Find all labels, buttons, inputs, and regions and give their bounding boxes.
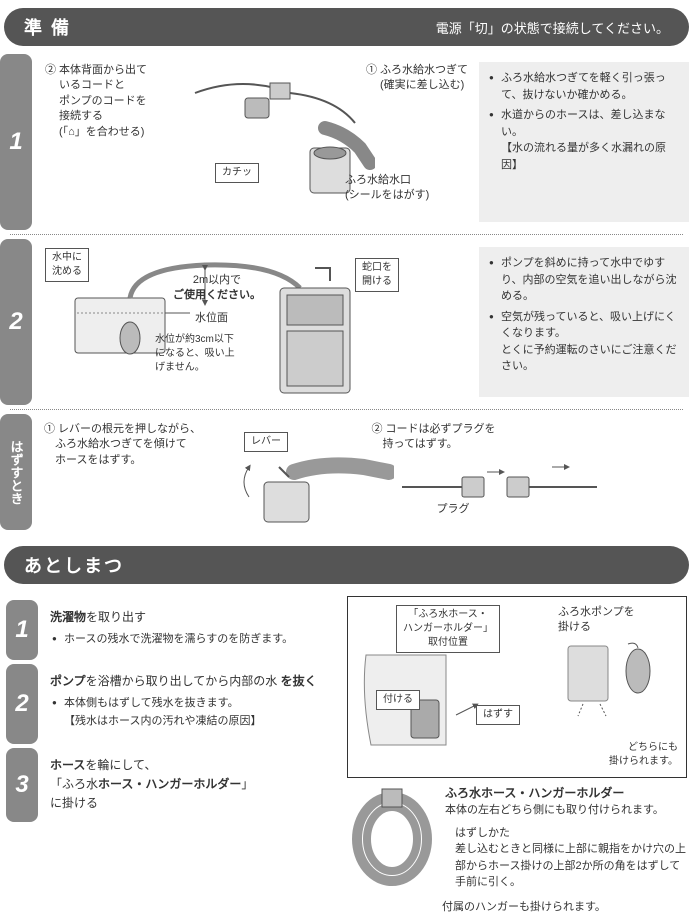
pump-hang-title: ふろ水ポンプを 掛ける [558,605,678,636]
bullet-item: ふろ水給水つぎてを軽く引っ張って、抜けないか確かめる。 [489,70,679,103]
plug-diagram-icon [402,452,602,522]
section-after-header: あとしまつ [4,546,689,584]
step-2: 2 水中に 沈める 2m以内で ご使用ください。 蛇口を 開ける [0,239,693,405]
holder-footer: 付属のハンガーも掛けられます。 [442,898,687,914]
step1-label-left: ② 本体背面から出て いるコードと ポンプのコードを 接続する (「⌂」を合わせ… [45,63,185,140]
howto-title: はずしかた [455,825,687,842]
step1-inlet-label: ふろ水給水口 (シールをはがす) [345,173,429,204]
step2-3cm-label: 水位が約3cm以下 になると、吸い上 げません。 [155,333,235,375]
remove-label: はずす [476,705,520,725]
after-2-num: 2 [6,664,38,744]
step-remove: はずすとき ① レバーの根元を押しながら、 ふろ水給水つぎてを傾けて ホースをは… [0,414,693,530]
step-1-bullets: ふろ水給水つぎてを軽く引っ張って、抜けないか確かめる。 水道からのホースは、差し… [479,62,689,222]
lever-diagram-icon [234,442,394,532]
holder-sub: 本体の左右どちら側にも取り付けられます。 [445,802,687,819]
section-prep-header: 準 備 電源「切」の状態で接続してください。 [4,8,689,46]
after-step-2: 2 ポンプを浴槽から取り出してから内部の水 を抜く 本体側もはずして残水を抜きま… [6,664,337,744]
after-step-1: 1 洗濯物を取り出す ホースの残水で洗濯物を濡らすのを防ぎます。 [6,600,337,660]
step1-label-right: ① ふろ水給水つぎて (確実に差し込む) [366,63,468,94]
after-1-num: 1 [6,600,38,660]
after-step-3: 3 ホースを輪にして、 「ふろ水ホース・ハンガーホルダー」 に掛ける [6,748,337,822]
step2-level-label: 水位面 [195,311,228,326]
after-2-title: ポンプを浴槽から取り出してから内部の水 を抜く [50,672,333,691]
remove-text-2: ② コードは必ずプラグを 持ってはずす。 [372,422,496,453]
step-1-num: 1 [0,54,32,230]
bullet-item: ポンプを斜めに持って水中でゆすり、内部の空気を追い出しながら沈める。 [489,255,679,305]
section-after-title: あとしまつ [24,552,124,578]
step1-click-label: カチッ [215,163,259,183]
after-2-bullet: 本体側もはずして残水を抜きます。 【残水はホース内の汚れや凍結の原因】 [50,695,333,730]
hose-ring-icon [347,784,437,894]
after-1-bullet: ホースの残水で洗濯物を濡らすのを防ぎます。 [50,631,333,649]
holder-figure: 「ふろ水ホース・ ハンガーホルダー」 取付位置 付ける はずす ふろ水ポンプを … [347,596,687,778]
after-3-title: ホースを輪にして、 「ふろ水ホース・ハンガーホルダー」 に掛ける [50,756,333,814]
step2-tap-label: 蛇口を 開ける [355,258,399,292]
step-1-diagram: ② 本体背面から出て いるコードと ポンプのコードを 接続する (「⌂」を合わせ… [44,62,479,222]
remove-text-1: ① レバーの根元を押しながら、 ふろ水給水つぎてを傾けて ホースをはずす。 [44,422,201,468]
step-2-diagram: 水中に 沈める 2m以内で ご使用ください。 蛇口を 開ける 水位面 水位が約 [44,247,479,397]
after-1-title: 洗濯物を取り出す [50,608,333,627]
after-3-num: 3 [6,748,38,822]
pump-hang-note: どちらにも 掛けられます。 [558,741,678,769]
bullet-item: 水道からのホースは、差し込まない。 【水の流れる量が多く水漏れの原因】 [489,107,679,173]
attach-label: 付ける [376,690,420,710]
howto-text: 差し込むときと同様に上部に親指をかけ穴の上部からホース掛けの上部2か所の角をはず… [455,841,687,891]
step-2-bullets: ポンプを斜めに持って水中でゆすり、内部の空気を追い出しながら沈める。 空気が残っ… [479,247,689,397]
section-prep-title: 準 備 [24,14,71,40]
divider [10,234,683,235]
step-2-num: 2 [0,239,32,405]
section-prep-note: 電源「切」の状態で接続してください。 [436,18,669,37]
holder-title: ふろ水ホース・ハンガーホルダー [445,784,687,803]
divider [10,409,683,410]
plug-label: プラグ [437,502,470,517]
step-remove-label: はずすとき [0,414,32,530]
holder-info: ふろ水ホース・ハンガーホルダー 本体の左右どちら側にも取り付けられます。 はずし… [347,784,687,914]
bullet-item: 空気が残っていると、吸い上げにくくなります。 とくに予約運転のさいにご注意くださ… [489,309,679,375]
pump-hang-icon [558,636,668,736]
step-1: 1 ② 本体背面から出て いるコードと ポンプのコードを 接続する (「⌂」を合… [0,54,693,230]
step2-2m-label: 2m以内で ご使用ください。 [173,273,261,304]
